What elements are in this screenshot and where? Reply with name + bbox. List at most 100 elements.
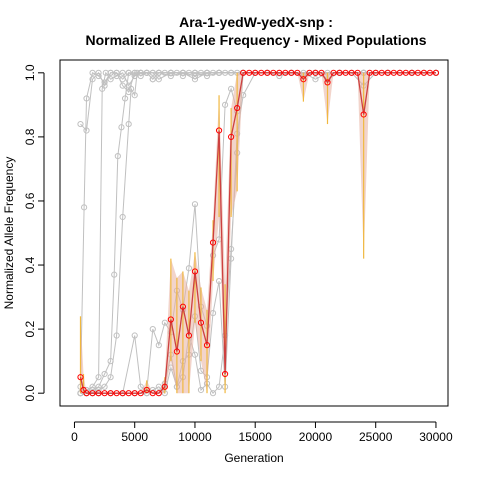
highlighted-series-point xyxy=(77,374,84,381)
highlighted-series-point xyxy=(234,104,241,112)
highlighted-series-point xyxy=(342,69,349,76)
gray-series-point xyxy=(191,69,199,76)
gray-series-point xyxy=(95,383,102,390)
gray-series-point xyxy=(95,72,102,80)
gray-series-point xyxy=(102,69,109,76)
highlighted-series-point xyxy=(215,127,223,134)
y-tick-label: 0.8 xyxy=(23,128,37,145)
gray-series-point xyxy=(113,332,120,339)
highlighted-series-point xyxy=(240,69,247,76)
gray-series-point xyxy=(131,332,138,339)
gray-series-point xyxy=(83,95,90,102)
x-tick-label: 20000 xyxy=(299,430,333,444)
y-tick-label: 1.0 xyxy=(23,64,37,81)
y-axis-label: Normalized Allele Frequency xyxy=(2,157,16,310)
confidence-band xyxy=(80,72,436,394)
highlighted-series-point xyxy=(408,69,415,76)
gray-series-point xyxy=(167,72,174,80)
highlighted-series-point xyxy=(300,76,307,83)
highlighted-series-point xyxy=(125,390,132,397)
highlighted-series-point xyxy=(137,390,144,397)
highlighted-series-point xyxy=(324,79,331,86)
x-tick-label: 10000 xyxy=(178,430,212,444)
gray-series-point xyxy=(89,76,96,83)
highlighted-series-point xyxy=(270,69,277,76)
gray-series-point xyxy=(121,95,129,102)
highlighted-series-point xyxy=(336,69,343,76)
highlighted-series-point xyxy=(179,303,187,310)
gray-series-point xyxy=(191,72,199,80)
gray-series-point xyxy=(221,101,229,108)
highlighted-series-point xyxy=(95,390,102,397)
highlighted-series-point xyxy=(312,69,319,76)
gray-series-point xyxy=(114,153,121,160)
highlighted-series-point xyxy=(426,69,434,76)
gray-series-point xyxy=(209,390,217,397)
gray-series-point xyxy=(179,72,187,80)
highlighted-series-point xyxy=(354,69,361,76)
highlighted-series-point xyxy=(252,69,259,76)
highlighted-series-point xyxy=(191,268,199,275)
gray-series-line xyxy=(80,72,436,395)
x-axis-label: Generation xyxy=(224,451,283,465)
x-tick-label: 25000 xyxy=(359,430,393,444)
gray-series-point xyxy=(113,69,120,76)
x-tick-label: 5000 xyxy=(121,430,148,444)
highlighted-series-point xyxy=(420,69,428,76)
gray-series-point xyxy=(107,374,114,381)
highlighted-series-point xyxy=(173,348,180,355)
gray-series-point xyxy=(101,370,108,378)
gray-series-point xyxy=(89,383,96,390)
highlighted-series-point xyxy=(83,390,90,397)
highlighted-series-point xyxy=(330,69,337,76)
gray-series-point xyxy=(89,69,96,76)
gray-series-point xyxy=(134,69,141,76)
gray-series-line xyxy=(80,72,436,394)
highlighted-series-point xyxy=(366,69,373,76)
axes: 0 5000 10000 15000 20000 25000 30000 0.0 0.2 0.4 0… xyxy=(23,64,453,444)
gray-series-line xyxy=(80,72,436,394)
gray-series-point xyxy=(77,120,84,128)
gray-series-point xyxy=(161,319,168,326)
gray-series-point xyxy=(125,120,132,128)
background-series-group xyxy=(77,69,440,397)
gray-series-point xyxy=(167,69,174,76)
gray-series-point xyxy=(143,69,150,76)
gray-series-point xyxy=(119,213,126,221)
gray-series-point xyxy=(119,82,126,89)
gray-series-point xyxy=(111,271,118,278)
chart-title-line2: Normalized B Allele Frequency - Mixed Po… xyxy=(86,32,427,48)
gray-series-point xyxy=(203,72,211,80)
highlighted-series-point xyxy=(197,319,205,326)
highlighted-series-point xyxy=(414,69,421,76)
gray-series-point xyxy=(185,265,193,272)
gray-series-point xyxy=(125,69,132,76)
highlighted-series-point xyxy=(318,69,325,76)
highlighted-series-point xyxy=(119,390,126,397)
highlighted-series-point xyxy=(372,69,379,76)
highlighted-series-point xyxy=(264,69,271,76)
gray-series-point xyxy=(203,69,211,76)
gray-series-point xyxy=(95,374,102,381)
gray-series-point xyxy=(149,69,156,76)
gray-series-point xyxy=(137,72,144,80)
gray-series-point xyxy=(312,76,319,83)
highlighted-series-point xyxy=(378,69,385,76)
gray-series-line xyxy=(80,71,436,394)
highlighted-series-point xyxy=(432,69,440,76)
highlighted-series-point xyxy=(348,69,355,76)
highlighted-series-point xyxy=(185,332,193,339)
highlighted-series-point xyxy=(402,69,409,76)
highlighted-series-point xyxy=(113,390,120,397)
gray-series-point xyxy=(99,85,106,92)
gray-series-point xyxy=(197,386,205,394)
gray-series-line xyxy=(80,71,436,132)
highlighted-series-point xyxy=(246,69,253,76)
highlighted-series-point xyxy=(143,386,150,394)
gray-series-point xyxy=(80,204,88,211)
x-tick-label: 0 xyxy=(71,430,78,444)
highlighted-series-point xyxy=(203,342,211,349)
gray-series-point xyxy=(119,69,126,76)
